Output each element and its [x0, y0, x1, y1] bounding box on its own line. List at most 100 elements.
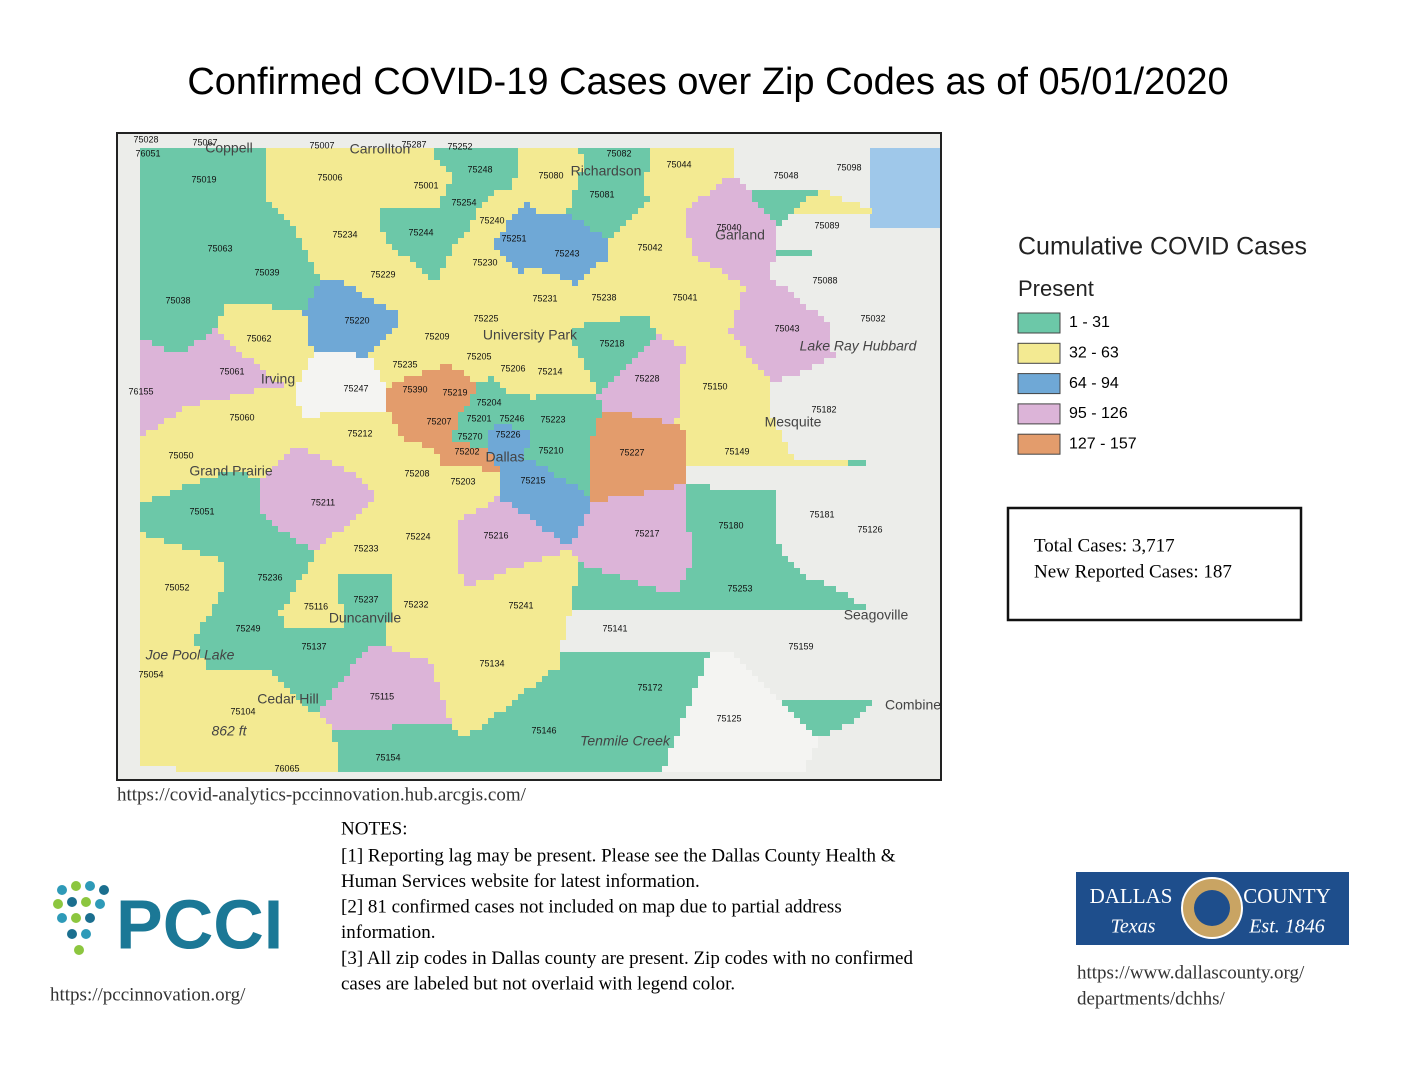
- zip-region: [458, 418, 596, 424]
- zip-region: [140, 730, 332, 736]
- zip-region: [680, 718, 800, 724]
- zip-region: [500, 250, 608, 256]
- zip-region: [626, 364, 680, 370]
- zip-region: [140, 538, 164, 544]
- zip-region: [392, 382, 476, 388]
- zip-region: [764, 208, 794, 214]
- zip-region: [140, 388, 254, 394]
- zip-region: [296, 232, 386, 238]
- zip-region: [140, 202, 272, 208]
- zip-region: [140, 760, 338, 766]
- zip-region: [308, 364, 374, 370]
- zip-region: [338, 766, 662, 772]
- zip-region: [572, 196, 650, 202]
- zip-region: [572, 598, 854, 604]
- place-label: Duncanville: [329, 610, 402, 626]
- zip-label: 75038: [165, 295, 190, 305]
- zip-region: [512, 184, 578, 190]
- zip-region: [278, 676, 344, 682]
- zip-region: [542, 268, 590, 274]
- zip-region: [512, 424, 596, 430]
- zip-region: [692, 556, 788, 562]
- zip-region: [380, 370, 422, 376]
- zip-label: 75246: [499, 413, 524, 423]
- zip-label: 75208: [404, 468, 429, 478]
- zip-label: 75060: [229, 412, 254, 422]
- zip-region: [698, 682, 764, 688]
- zip-region: [302, 370, 380, 376]
- zip-region: [290, 598, 338, 604]
- zip-region: [356, 286, 746, 292]
- zip-label: 75241: [508, 600, 533, 610]
- zip-region: [140, 598, 218, 604]
- zip-region: [140, 490, 170, 496]
- zip-region: [260, 490, 374, 496]
- zip-region: [362, 652, 410, 658]
- zip-region: [692, 238, 776, 244]
- zip-region: [458, 550, 560, 556]
- zip-region: [182, 406, 302, 412]
- zip-label: 75217: [634, 528, 659, 538]
- zip-region: [302, 574, 338, 580]
- place-label: University Park: [483, 327, 578, 343]
- zip-region: [452, 724, 482, 730]
- zip-region: [788, 706, 866, 712]
- zip-region: [686, 442, 788, 448]
- zip-region: [140, 424, 158, 430]
- zip-region: [338, 682, 440, 688]
- zip-region: [140, 430, 146, 436]
- zip-region: [266, 172, 452, 178]
- zip-region: [416, 262, 446, 268]
- zip-region: [692, 688, 770, 694]
- zip-region: [266, 178, 452, 184]
- zip-region: [464, 574, 494, 580]
- note-line: [3] All zip codes in Dallas county are p…: [341, 948, 913, 969]
- zip-region: [362, 508, 476, 514]
- zip-region: [518, 172, 578, 178]
- zip-region: [608, 238, 692, 244]
- zip-label: 75209: [424, 331, 449, 341]
- zip-region: [140, 556, 218, 562]
- zip-region: [692, 250, 776, 256]
- zip-region: [686, 712, 794, 718]
- zip-region: [212, 604, 284, 610]
- zip-region: [338, 760, 668, 766]
- zip-region: [308, 256, 410, 262]
- zip-region: [392, 586, 572, 592]
- zip-region: [470, 226, 506, 232]
- zip-region: [596, 424, 680, 430]
- zip-region: [650, 154, 734, 160]
- zip-region: [356, 352, 368, 358]
- zip-region: [572, 604, 866, 610]
- zip-region: [590, 490, 644, 496]
- zip-label: 75062: [246, 333, 271, 343]
- zip-region: [140, 292, 314, 298]
- zip-region: [140, 346, 164, 352]
- zip-region: [338, 574, 392, 580]
- zip-region: [386, 388, 476, 394]
- zip-region: [452, 718, 488, 724]
- zip-region: [680, 724, 806, 730]
- zip-region: [578, 484, 590, 490]
- zip-region: [578, 352, 638, 358]
- zip-region: [140, 412, 176, 418]
- zip-region: [410, 256, 446, 262]
- zip-region: [680, 400, 770, 406]
- zip-region: [608, 244, 692, 250]
- zip-region: [272, 520, 350, 526]
- zip-region: [308, 706, 320, 712]
- zip-region: [572, 586, 656, 592]
- zip-label: 75238: [591, 292, 616, 302]
- notes: [1] Reporting lag may be present. Please…: [341, 845, 913, 994]
- zip-region: [338, 580, 392, 586]
- zip-region: [536, 520, 584, 526]
- zip-region: [356, 472, 500, 478]
- zip-region: [572, 340, 650, 346]
- zip-region: [200, 622, 284, 628]
- zip-region: [320, 706, 446, 712]
- zip-region: [704, 658, 740, 664]
- zip-region: [686, 520, 776, 526]
- zip-region: [368, 352, 578, 358]
- zip-region: [596, 388, 602, 394]
- zip-region: [686, 460, 848, 466]
